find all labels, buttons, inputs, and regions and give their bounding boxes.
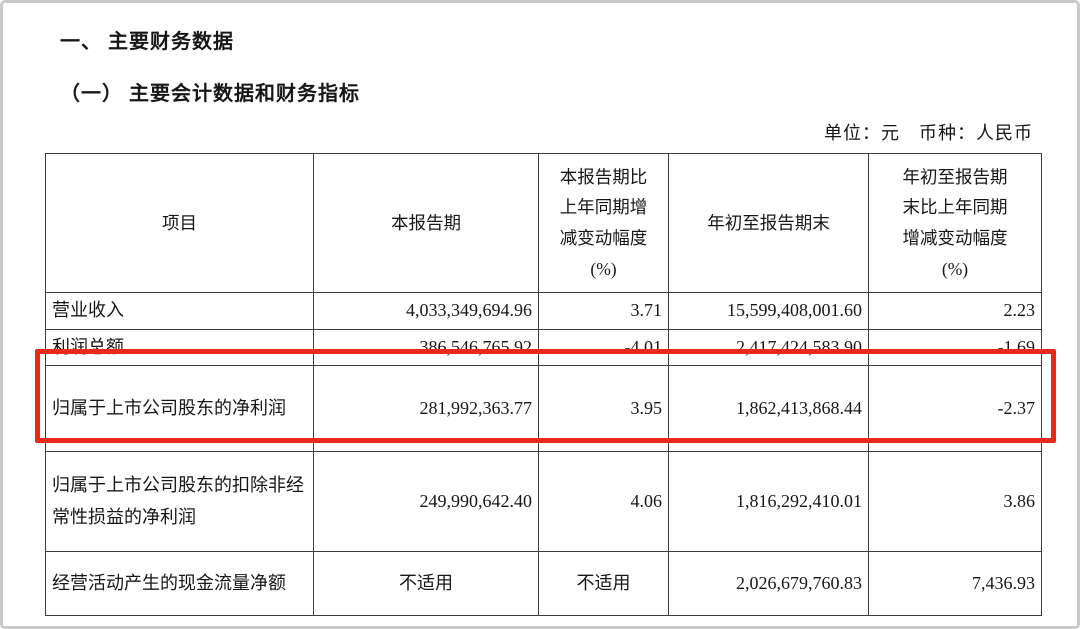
row-label: 营业收入 bbox=[45, 292, 314, 330]
cell-value: -2.37 bbox=[868, 365, 1042, 452]
cell-value: 281,992,363.77 bbox=[313, 365, 539, 452]
cell-value: -4.01 bbox=[538, 328, 669, 366]
row-label: 经营活动产生的现金流量净额 bbox=[45, 551, 314, 616]
cell-value: 7,436.93 bbox=[868, 551, 1042, 616]
col-header-current-period-change: 本报告期比 上年同期增 减变动幅度 (%) bbox=[538, 153, 669, 293]
cell-value: 15,599,408,001.60 bbox=[668, 292, 869, 330]
section-title: 一、 主要财务数据 bbox=[60, 31, 234, 53]
table-row-highlighted: 归属于上市公司股东的净利润 281,992,363.77 3.95 1,862,… bbox=[45, 365, 1042, 452]
col-header-current-period: 本报告期 bbox=[313, 153, 539, 293]
cell-value: 2,026,679,760.83 bbox=[668, 551, 869, 616]
table-header-row: 项目 本报告期 本报告期比 上年同期增 减变动幅度 (%) 年初至报告期末 年初… bbox=[45, 153, 1042, 293]
cell-value: 386,546,765.92 bbox=[313, 328, 539, 366]
financial-data-table: 项目 本报告期 本报告期比 上年同期增 减变动幅度 (%) 年初至报告期末 年初… bbox=[45, 153, 1042, 616]
table-row: 经营活动产生的现金流量净额 不适用 不适用 2,026,679,760.83 7… bbox=[45, 551, 1042, 616]
cell-value: 2,417,424,583.90 bbox=[668, 328, 869, 366]
cell-value: 1,816,292,410.01 bbox=[668, 451, 869, 552]
cell-value: 1,862,413,868.44 bbox=[668, 365, 869, 452]
subsection-title: （一） 主要会计数据和财务指标 bbox=[60, 83, 360, 105]
cell-value: 2.23 bbox=[868, 292, 1042, 330]
table-row: 归属于上市公司股东的扣除非经常性损益的净利润 249,990,642.40 4.… bbox=[45, 451, 1042, 552]
cell-value: 3.86 bbox=[868, 451, 1042, 552]
cell-value: 4.06 bbox=[538, 451, 669, 552]
table-row: 营业收入 4,033,349,694.96 3.71 15,599,408,00… bbox=[45, 292, 1042, 330]
cell-value: 4,033,349,694.96 bbox=[313, 292, 539, 330]
unit-currency-note: 单位：元 币种：人民币 bbox=[824, 123, 1033, 143]
col-header-item: 项目 bbox=[45, 153, 314, 293]
col-header-ytd-change: 年初至报告期 末比上年同期 增减变动幅度 (%) bbox=[868, 153, 1042, 293]
table-row: 利润总额 386,546,765.92 -4.01 2,417,424,583.… bbox=[45, 328, 1042, 366]
cell-value: 不适用 bbox=[313, 551, 539, 616]
cell-value: 不适用 bbox=[538, 551, 669, 616]
col-header-ytd: 年初至报告期末 bbox=[668, 153, 869, 293]
row-label: 归属于上市公司股东的扣除非经常性损益的净利润 bbox=[45, 451, 314, 552]
row-label: 归属于上市公司股东的净利润 bbox=[45, 365, 314, 452]
cell-value: 3.95 bbox=[538, 365, 669, 452]
row-label: 利润总额 bbox=[45, 328, 314, 366]
cell-value: 3.71 bbox=[538, 292, 669, 330]
cell-value: 249,990,642.40 bbox=[313, 451, 539, 552]
cell-value: -1.69 bbox=[868, 328, 1042, 366]
